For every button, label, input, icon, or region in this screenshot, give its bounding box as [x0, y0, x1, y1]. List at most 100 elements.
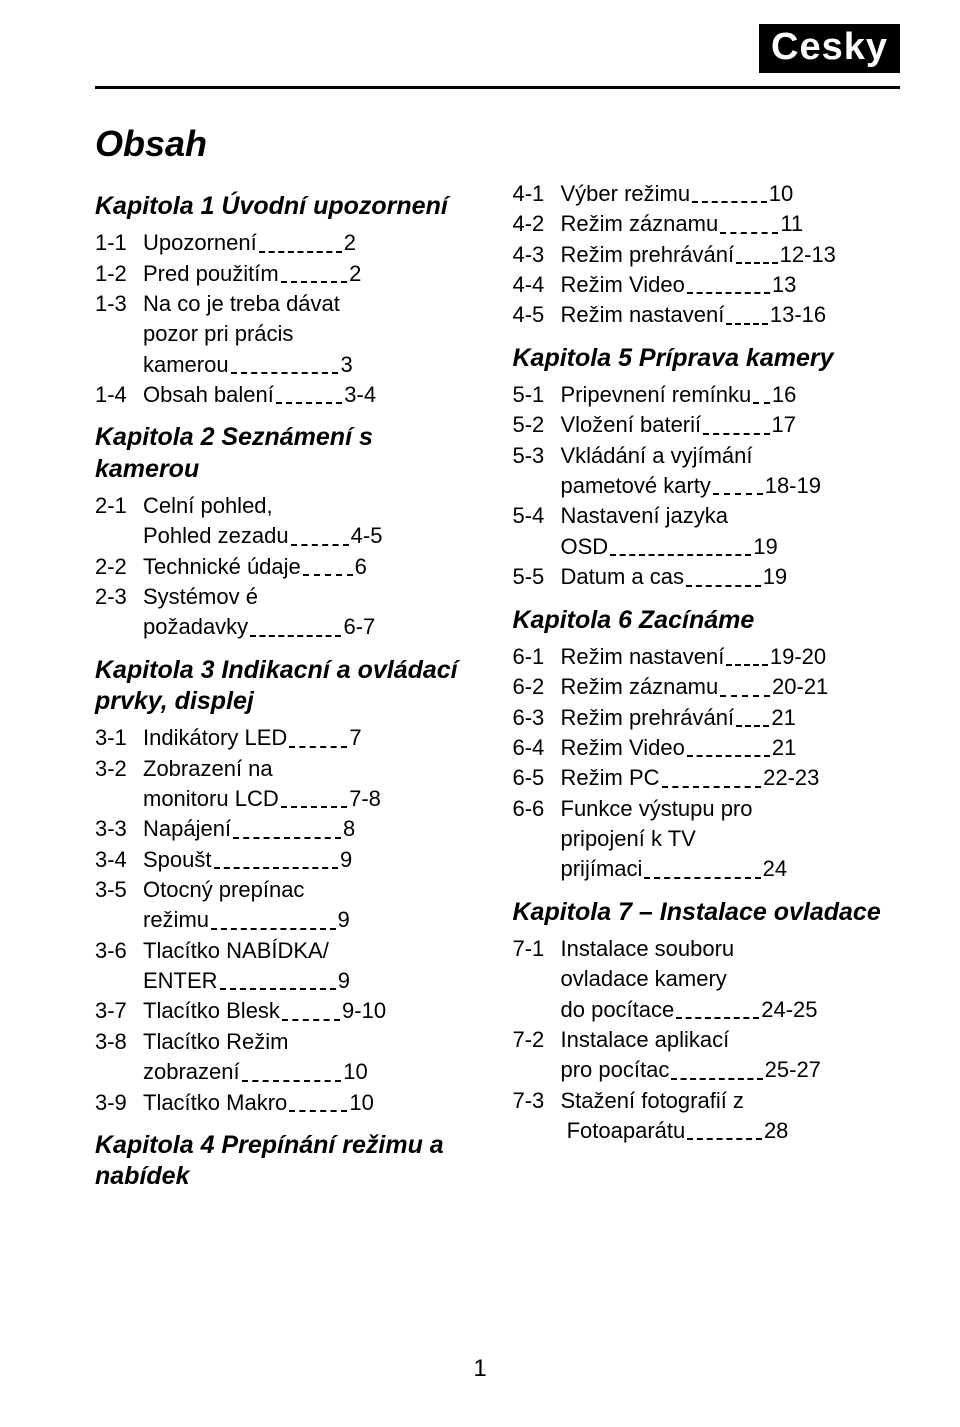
toc-leader-dots [289, 1110, 347, 1112]
toc-entry: 4-5Režim nastavení13-16 [513, 300, 901, 330]
toc-entry-number: 6-2 [513, 672, 561, 702]
toc-entry-label: do pocítace [561, 995, 675, 1025]
toc-entry-number: 4-5 [513, 300, 561, 330]
toc-leader-dots [259, 251, 342, 253]
toc-entry-continuation: monitoru LCD7-8 [95, 784, 483, 814]
toc-chapter: Kapitola 3 Indikacní a ovládací prvky, d… [95, 655, 483, 718]
top-rule [95, 86, 900, 89]
toc-leader-dots [250, 635, 341, 637]
toc-entry-number: 3-1 [95, 723, 143, 753]
toc-entry-page: 10 [343, 1057, 367, 1087]
toc-entry: 6-6Funkce výstupu pro [513, 794, 901, 824]
toc-entry-number: 1-4 [95, 380, 143, 410]
toc-entry: 3-5Otocný prepínac [95, 875, 483, 905]
toc-entry-label: zobrazení [143, 1057, 240, 1087]
toc-entry-number: 7-1 [513, 934, 561, 964]
toc-entry-page: 2 [349, 259, 361, 289]
toc-entry-page: 21 [772, 733, 796, 763]
toc-entry-number: 5-4 [513, 501, 561, 531]
toc-entry-label: Instalace aplikací [561, 1025, 730, 1055]
toc-entry-label: OSD [561, 532, 609, 562]
toc-leader-dots [753, 402, 770, 404]
toc-leader-dots [291, 544, 349, 546]
toc-entry: 5-3Vkládání a vyjímání [513, 441, 901, 471]
toc-entry-label: pozor pri prácis [143, 319, 293, 349]
toc-entry-page: 16 [772, 380, 796, 410]
toc-entry-label: Spoušt [143, 845, 212, 875]
toc-leader-dots [736, 262, 778, 264]
toc-entry-number: 6-6 [513, 794, 561, 824]
toc-entry: 2-3Systémov é [95, 582, 483, 612]
toc-leader-dots [303, 574, 353, 576]
toc-entry-label: Systémov é [143, 582, 258, 612]
toc-entry-number: 3-3 [95, 814, 143, 844]
toc-entry-label: Výber režimu [561, 179, 691, 209]
toc-entry-page: 28 [764, 1116, 788, 1146]
toc-entry-continuation: zobrazení 10 [95, 1057, 483, 1087]
toc-entry: 6-1Režim nastavení19-20 [513, 642, 901, 672]
toc-entry-page: 7 [349, 723, 361, 753]
toc-entry-label: Pripevnení remínku [561, 380, 752, 410]
page: Cesky Obsah Kapitola 1 Úvodní upozornení… [0, 0, 960, 1198]
toc-entry: 7-2Instalace aplikací [513, 1025, 901, 1055]
toc-entry-page: 4-5 [351, 521, 383, 551]
toc-entry: 3-2Zobrazení na [95, 754, 483, 784]
toc-chapter: Kapitola 6 Zacínáme [513, 605, 901, 636]
toc-entry: 3-3Napájení8 [95, 814, 483, 844]
toc-entry: 4-1Výber režimu10 [513, 179, 901, 209]
toc-leader-dots [662, 786, 762, 788]
toc-right-column: 4-1Výber režimu104-2Režim záznamu114-3Re… [513, 179, 901, 1198]
toc-entry-label: Tlacítko Blesk [143, 996, 280, 1026]
toc-entry-label: Vložení baterií [561, 410, 702, 440]
toc-entry-label: Stažení fotografií z [561, 1086, 744, 1116]
toc-entry-label: Na co je treba dávat [143, 289, 340, 319]
toc-entry: 2-2Technické údaje6 [95, 552, 483, 582]
toc-entry-number: 3-5 [95, 875, 143, 905]
toc-entry-label: Režim PC [561, 763, 660, 793]
toc-entry-label: Tlacítko Makro [143, 1088, 287, 1118]
toc-entry-label: Instalace souboru [561, 934, 735, 964]
toc-entry-number: 7-2 [513, 1025, 561, 1055]
toc-entry-label: Upozornení [143, 228, 257, 258]
toc-leader-dots [736, 725, 769, 727]
toc-entry-number: 3-6 [95, 936, 143, 966]
toc-entry: 5-2Vložení baterií17 [513, 410, 901, 440]
toc-entry: 4-3Režim prehrávání12-13 [513, 240, 901, 270]
toc-leader-dots [687, 292, 770, 294]
toc-entry-page: 17 [772, 410, 796, 440]
toc-entry-label: Indikátory LED [143, 723, 287, 753]
toc-entry: 5-5Datum a cas19 [513, 562, 901, 592]
toc-entry-page: 10 [349, 1088, 373, 1118]
toc-entry-label: Režim prehrávání [561, 240, 735, 270]
toc-entry: 1-2Pred použitím2 [95, 259, 483, 289]
toc-entry-page: 3-4 [344, 380, 376, 410]
toc-entry-page: 13 [772, 270, 796, 300]
toc-entry: 3-6Tlacítko NABÍDKA/ [95, 936, 483, 966]
toc-entry-label: Funkce výstupu pro [561, 794, 753, 824]
toc-entry-continuation: do pocítace24-25 [513, 995, 901, 1025]
toc-entry: 7-3Stažení fotografií z [513, 1086, 901, 1116]
toc-leader-dots [726, 664, 768, 666]
toc-entry-label: Zobrazení na [143, 754, 273, 784]
toc-entry-continuation: požadavky6-7 [95, 612, 483, 642]
toc-entry-number: 2-3 [95, 582, 143, 612]
toc-entry: 4-4Režim Video13 [513, 270, 901, 300]
toc-entry-page: 6 [355, 552, 367, 582]
toc-entry-continuation: pametové karty18-19 [513, 471, 901, 501]
toc-entry-page: 21 [771, 703, 795, 733]
toc-leader-dots [703, 433, 769, 435]
toc-entry: 2-1Celní pohled, [95, 491, 483, 521]
toc-entry-label: pametové karty [561, 471, 711, 501]
toc-entry-number: 6-5 [513, 763, 561, 793]
toc-entry-number: 3-4 [95, 845, 143, 875]
toc-entry-page: 6-7 [343, 612, 375, 642]
toc-entry-number: 4-4 [513, 270, 561, 300]
toc-entry-number: 4-1 [513, 179, 561, 209]
toc-entry-number: 5-1 [513, 380, 561, 410]
toc-entry-number: 3-7 [95, 996, 143, 1026]
toc-entry: 5-1Pripevnení remínku 16 [513, 380, 901, 410]
toc-entry-page: 12-13 [780, 240, 836, 270]
toc-entry-label: Napájení [143, 814, 231, 844]
toc-entry-page: 9 [340, 845, 352, 875]
toc-leader-dots [726, 323, 768, 325]
